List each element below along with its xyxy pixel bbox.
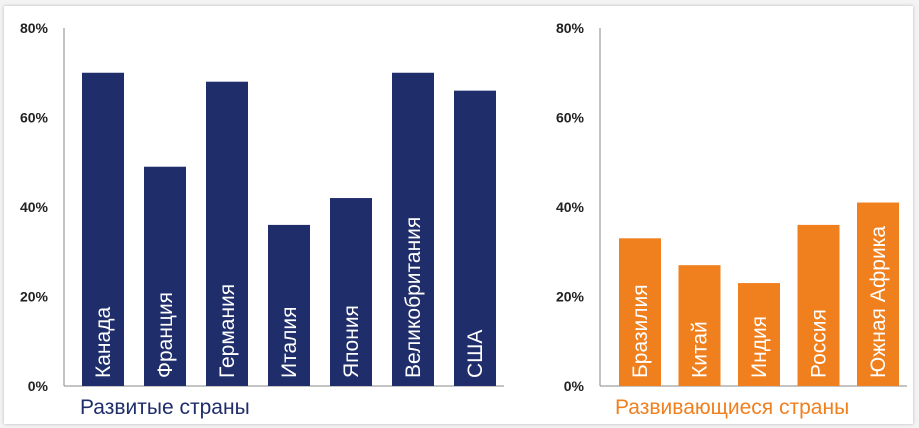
bar: [144, 166, 186, 386]
bar: [738, 283, 780, 386]
bar-category-label: Южная Африка: [867, 226, 890, 378]
bar: [797, 224, 840, 386]
y-tick-label: 0%: [28, 378, 49, 394]
bar: [392, 72, 434, 386]
bar-category-label: Бразилия: [629, 284, 652, 378]
chart-title: Развитые страны: [80, 396, 250, 419]
y-tick-label: 20%: [20, 289, 49, 305]
bar: [678, 265, 721, 386]
bar-category-label: Россия: [808, 309, 831, 378]
bar-category-label: Канада: [92, 307, 115, 378]
bar: [330, 198, 372, 386]
y-tick-label: 0%: [564, 378, 585, 394]
y-tick-label: 60%: [20, 110, 49, 126]
bar-category-label: Великобритания: [402, 217, 425, 378]
bar: [82, 72, 124, 386]
chart-frame: 0% 20% 40% 60% 80% Канада Франция Германия Итали…: [4, 6, 913, 424]
y-tick-label: 20%: [556, 289, 585, 305]
y-tick-label: 80%: [20, 20, 49, 36]
bar: [268, 224, 310, 386]
y-tick-label: 40%: [556, 199, 585, 215]
bar-category-label: Германия: [216, 284, 239, 378]
bar: [619, 238, 661, 386]
bar-category-label: Индия: [748, 316, 771, 378]
bar-category-label: Италия: [278, 306, 301, 378]
bar: [206, 81, 248, 386]
bar-category-label: Япония: [340, 305, 363, 378]
bar-category-label: США: [464, 330, 487, 378]
bar-charts: 0% 20% 40% 60% 80% Канада Франция Германия Итали…: [20, 20, 907, 419]
bar: [454, 90, 496, 387]
y-tick-label: 80%: [556, 20, 585, 36]
bar-category-label: Франция: [154, 292, 177, 378]
chart-title: Развивающиеся страны: [615, 396, 849, 419]
bar: [857, 202, 899, 386]
y-tick-label: 60%: [556, 110, 585, 126]
chart-panel-1: 0% 20% 40% 60% 80% Бразилия Китай Индия Россия Юж…: [556, 20, 907, 419]
bar-category-label: Китай: [689, 321, 712, 378]
chart-panel-0: 0% 20% 40% 60% 80% Канада Франция Германия Итали…: [20, 20, 504, 419]
y-tick-label: 40%: [20, 199, 49, 215]
